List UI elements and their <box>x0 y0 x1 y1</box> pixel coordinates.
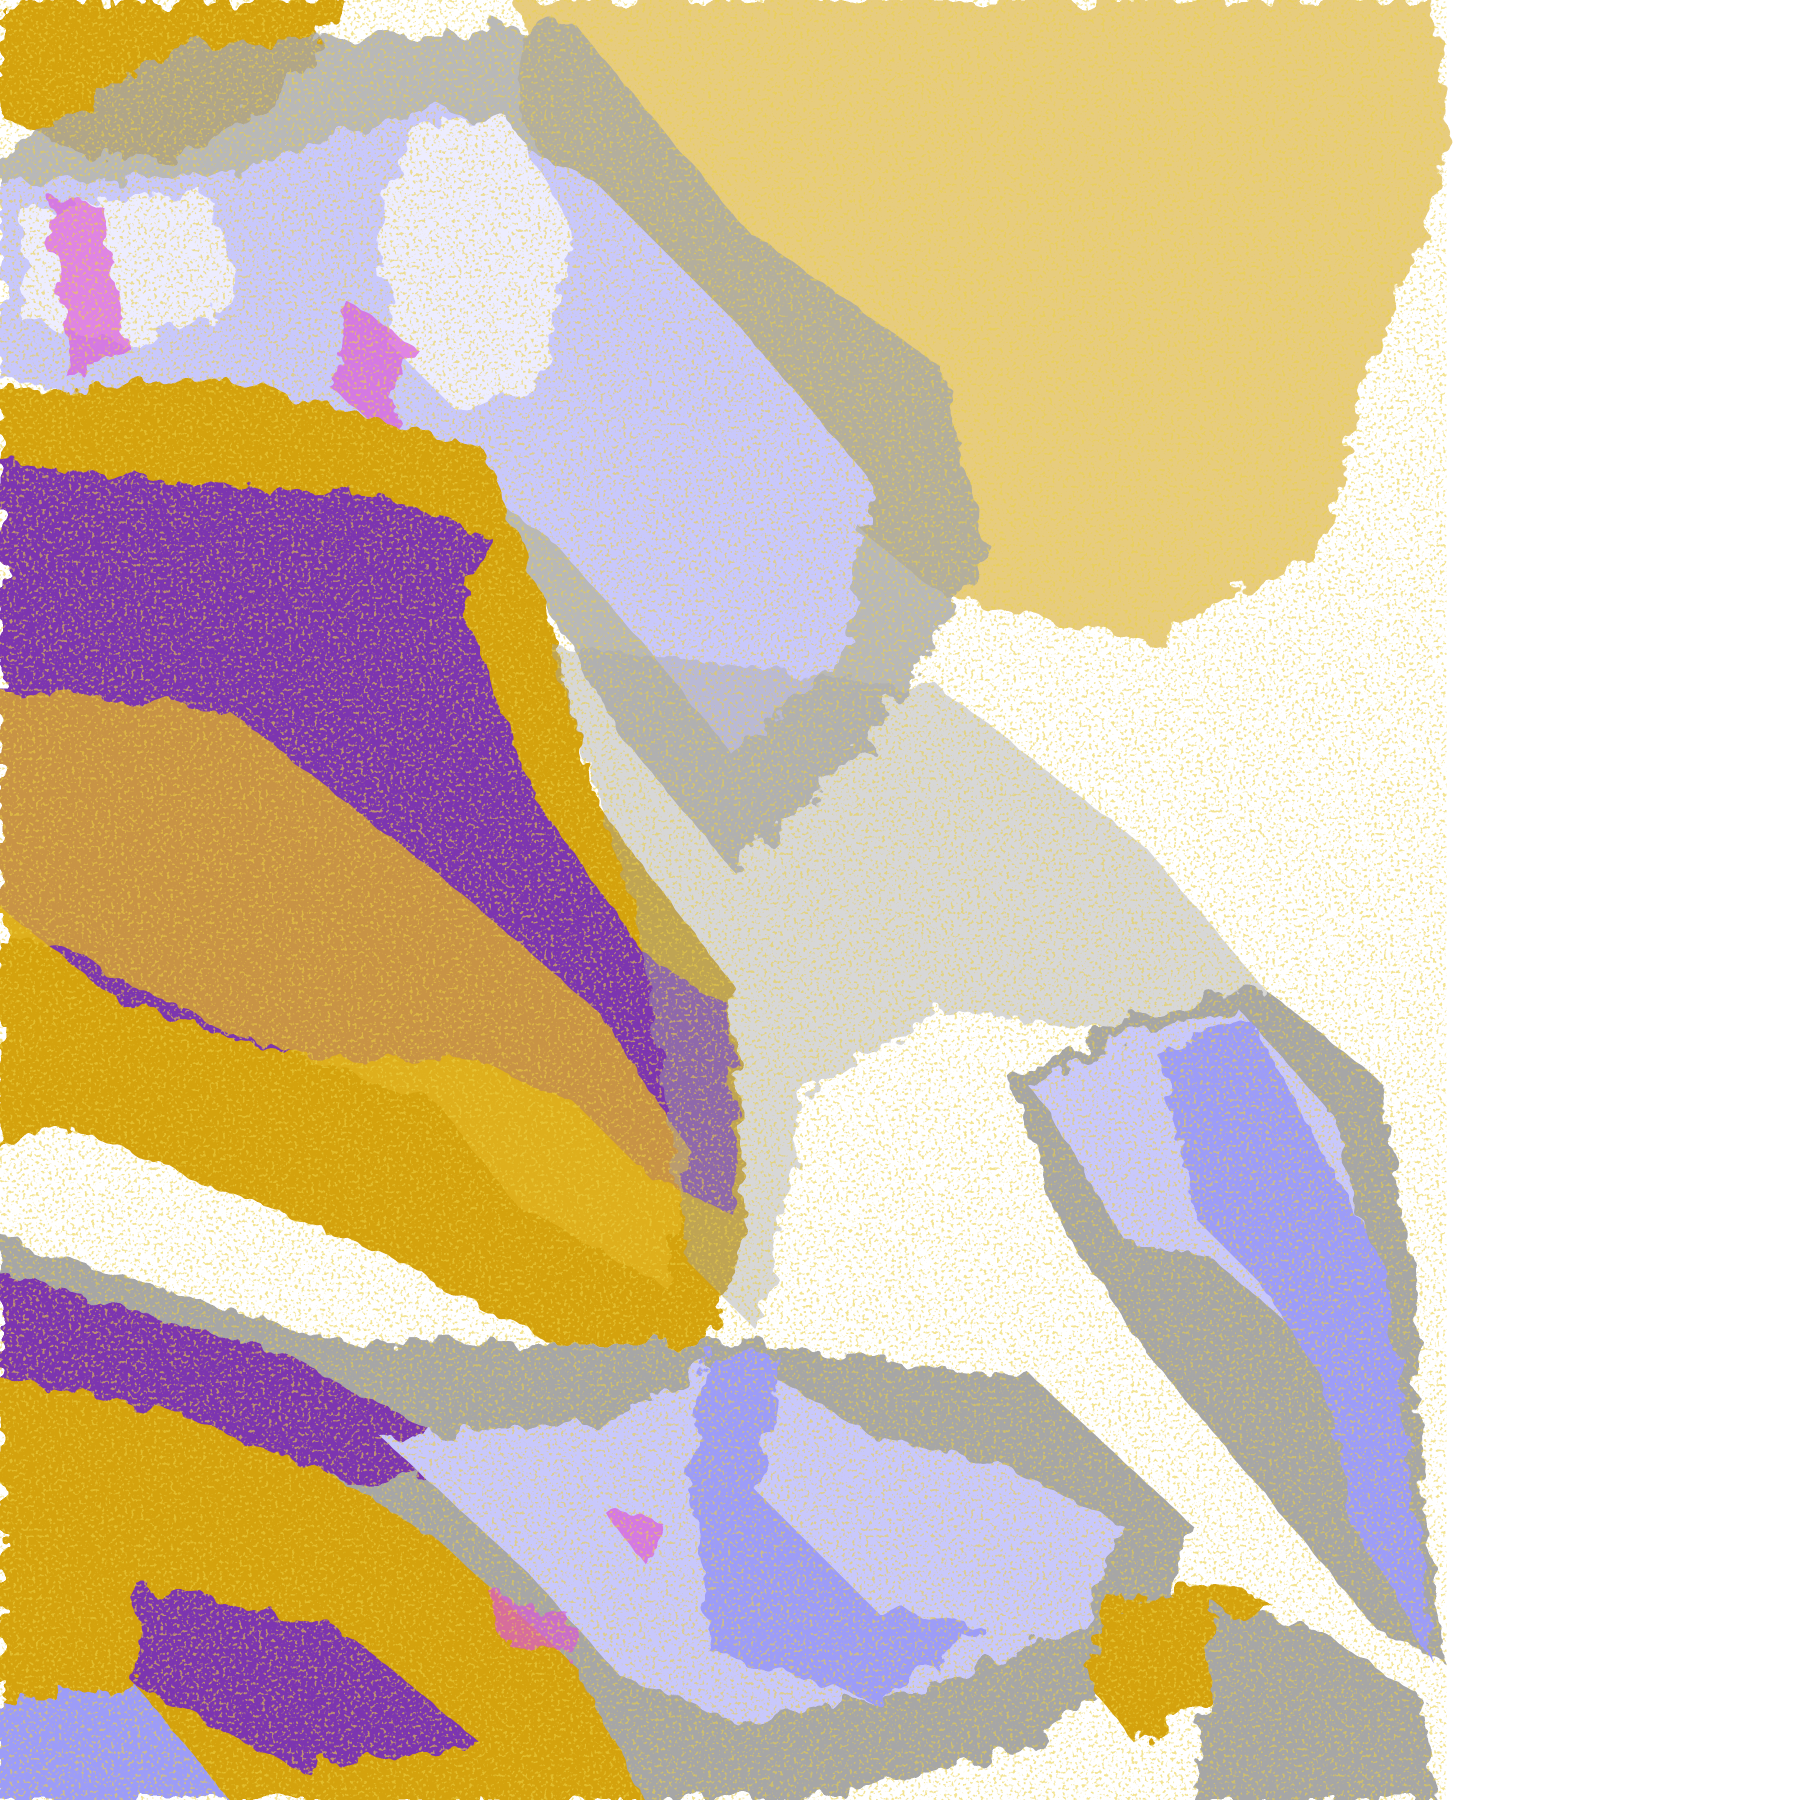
speckle-texture <box>0 0 1447 1800</box>
